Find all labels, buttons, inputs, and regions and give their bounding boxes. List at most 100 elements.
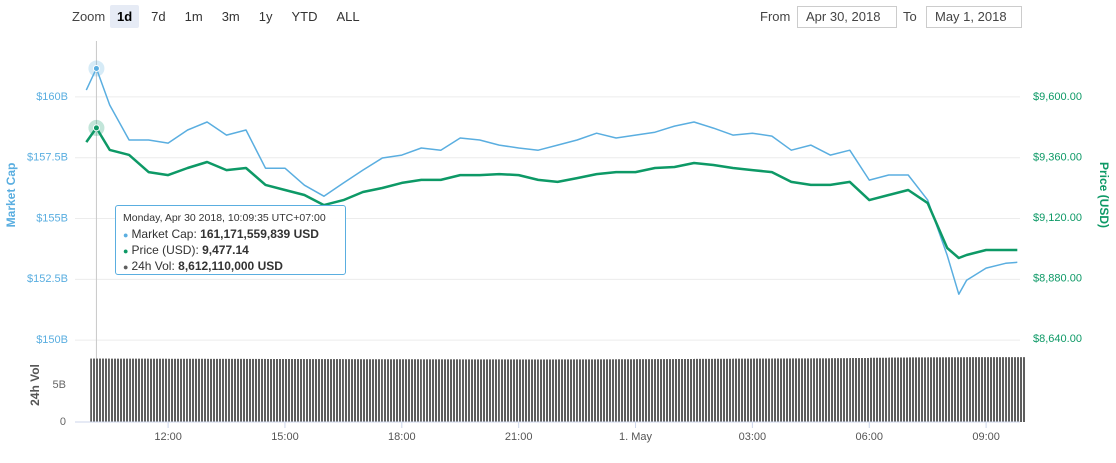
x-tick-label: 1. May (619, 431, 653, 443)
volume-bar (849, 358, 870, 422)
volume-bar (635, 359, 656, 422)
volume-bar (1005, 357, 1026, 422)
volume-bar (771, 358, 792, 422)
y-tick-label: $155B (36, 212, 68, 224)
x-tick-label: 03:00 (739, 431, 767, 443)
y2-tick-label: $8,880.00 (1033, 272, 1082, 284)
zoom-buttons: 1d 7d 1m 3m 1y YTD ALL (110, 5, 367, 28)
x-tick-label: 21:00 (505, 431, 533, 443)
volume-bar (791, 358, 811, 422)
tooltip-title: Monday, Apr 30 2018, 10:09:35 UTC+07:00 (123, 212, 326, 224)
volume-bar (479, 359, 500, 422)
tooltip: Monday, Apr 30 2018, 10:09:35 UTC+07:00 … (115, 205, 346, 275)
volume-bar (908, 357, 928, 422)
y-axis-title: Market Cap (4, 163, 18, 228)
zoom-button[interactable]: 1m (184, 9, 203, 24)
volume-bar (284, 359, 305, 422)
zoom-button[interactable]: 3m (221, 9, 240, 24)
volume-bar (888, 357, 909, 422)
volume-bar (577, 359, 597, 422)
volume-bar (168, 358, 188, 422)
volume-bar (265, 359, 285, 422)
volume-bar (187, 358, 208, 422)
series-line (85, 126, 1018, 260)
volume-bar (947, 357, 967, 422)
volume-bar (674, 359, 694, 422)
zoom-button[interactable]: 7d (151, 9, 166, 24)
series-line (85, 67, 1018, 295)
y2-tick-label: $8,640.00 (1033, 333, 1082, 345)
volume-bar (90, 358, 110, 422)
y-tick-label: 5B (53, 379, 66, 391)
volume-bar (966, 357, 987, 422)
zoom-button[interactable]: 1d (110, 5, 140, 28)
volume-bar (810, 358, 831, 422)
zoom-button[interactable]: YTD (291, 9, 318, 24)
volume-bar (986, 357, 1006, 422)
x-tick-label: 18:00 (388, 431, 416, 443)
tooltip-row: ● Market Cap: 161,171,559,839 USD (123, 227, 338, 243)
volume-bar (343, 359, 363, 422)
volume-bar (207, 358, 227, 422)
tooltip-value: 8,612,110,000 USD (178, 259, 283, 273)
volume-bar (693, 358, 714, 422)
volume-axis-title: 24h Vol (28, 364, 42, 406)
x-tick-label: 06:00 (855, 431, 883, 443)
volume-bar (304, 359, 324, 422)
zoom-label: Zoom (72, 9, 106, 24)
volume-bar (323, 359, 344, 422)
y2-tick-label: $9,600.00 (1033, 91, 1082, 103)
volume-bar (596, 359, 617, 422)
volume-bar (927, 357, 948, 422)
y-tick-label: $160B (36, 91, 68, 103)
volume-bar (499, 359, 519, 422)
from-label: From (760, 9, 791, 24)
volume-bar (226, 358, 247, 422)
volume-bar (830, 358, 850, 422)
volume-bar (557, 359, 578, 422)
y2-tick-label: $9,360.00 (1033, 151, 1082, 163)
y-tick-label: $150B (36, 334, 68, 346)
to-label: To (903, 9, 917, 24)
volume-bar (440, 359, 461, 422)
hover-point (92, 64, 100, 72)
y2-axis-title: Price (USD) (1097, 162, 1111, 228)
zoom-button[interactable]: ALL (336, 9, 360, 24)
tooltip-label: Market Cap: (131, 227, 197, 241)
y-tick-label: $152.5B (27, 273, 68, 285)
volume-bar (655, 359, 675, 422)
x-tick-label: 12:00 (154, 431, 182, 443)
volume-bar (148, 358, 169, 422)
y-tick-label: 0 (60, 416, 66, 428)
volume-bar (752, 358, 772, 422)
tooltip-bullet: ● (123, 262, 129, 272)
volume-bar (460, 359, 480, 422)
tooltip-row: ● 24h Vol: 8,612,110,000 USD (123, 259, 338, 275)
volume-bar (246, 358, 266, 422)
x-tick-label: 15:00 (271, 431, 299, 443)
zoom-button[interactable]: 1y (258, 9, 273, 24)
volume-bar (382, 359, 402, 422)
x-tick-label: 09:00 (972, 431, 1000, 443)
volume-bar (421, 359, 441, 422)
volume-bar (732, 358, 753, 422)
tooltip-label: 24h Vol: (131, 259, 175, 273)
tooltip-bullet: ● (123, 230, 129, 240)
tooltip-label: Price (USD): (131, 243, 199, 257)
from-input[interactable]: Apr 30, 2018 (797, 6, 897, 28)
volume-bar (109, 358, 130, 422)
hover-point (92, 124, 100, 132)
tooltip-row: ● Price (USD): 9,477.14 (123, 243, 338, 259)
tooltip-value: 161,171,559,839 USD (200, 227, 319, 241)
volume-bar (129, 358, 149, 422)
volume-bar (538, 359, 558, 422)
to-input[interactable]: May 1, 2018 (926, 6, 1022, 28)
volume-bar (616, 359, 636, 422)
y2-tick-label: $9,120.00 (1033, 212, 1082, 224)
volume-bar (362, 359, 383, 422)
y-tick-label: $157.5B (27, 152, 68, 164)
tooltip-value: 9,477.14 (202, 243, 249, 257)
volume-bar (401, 359, 422, 422)
